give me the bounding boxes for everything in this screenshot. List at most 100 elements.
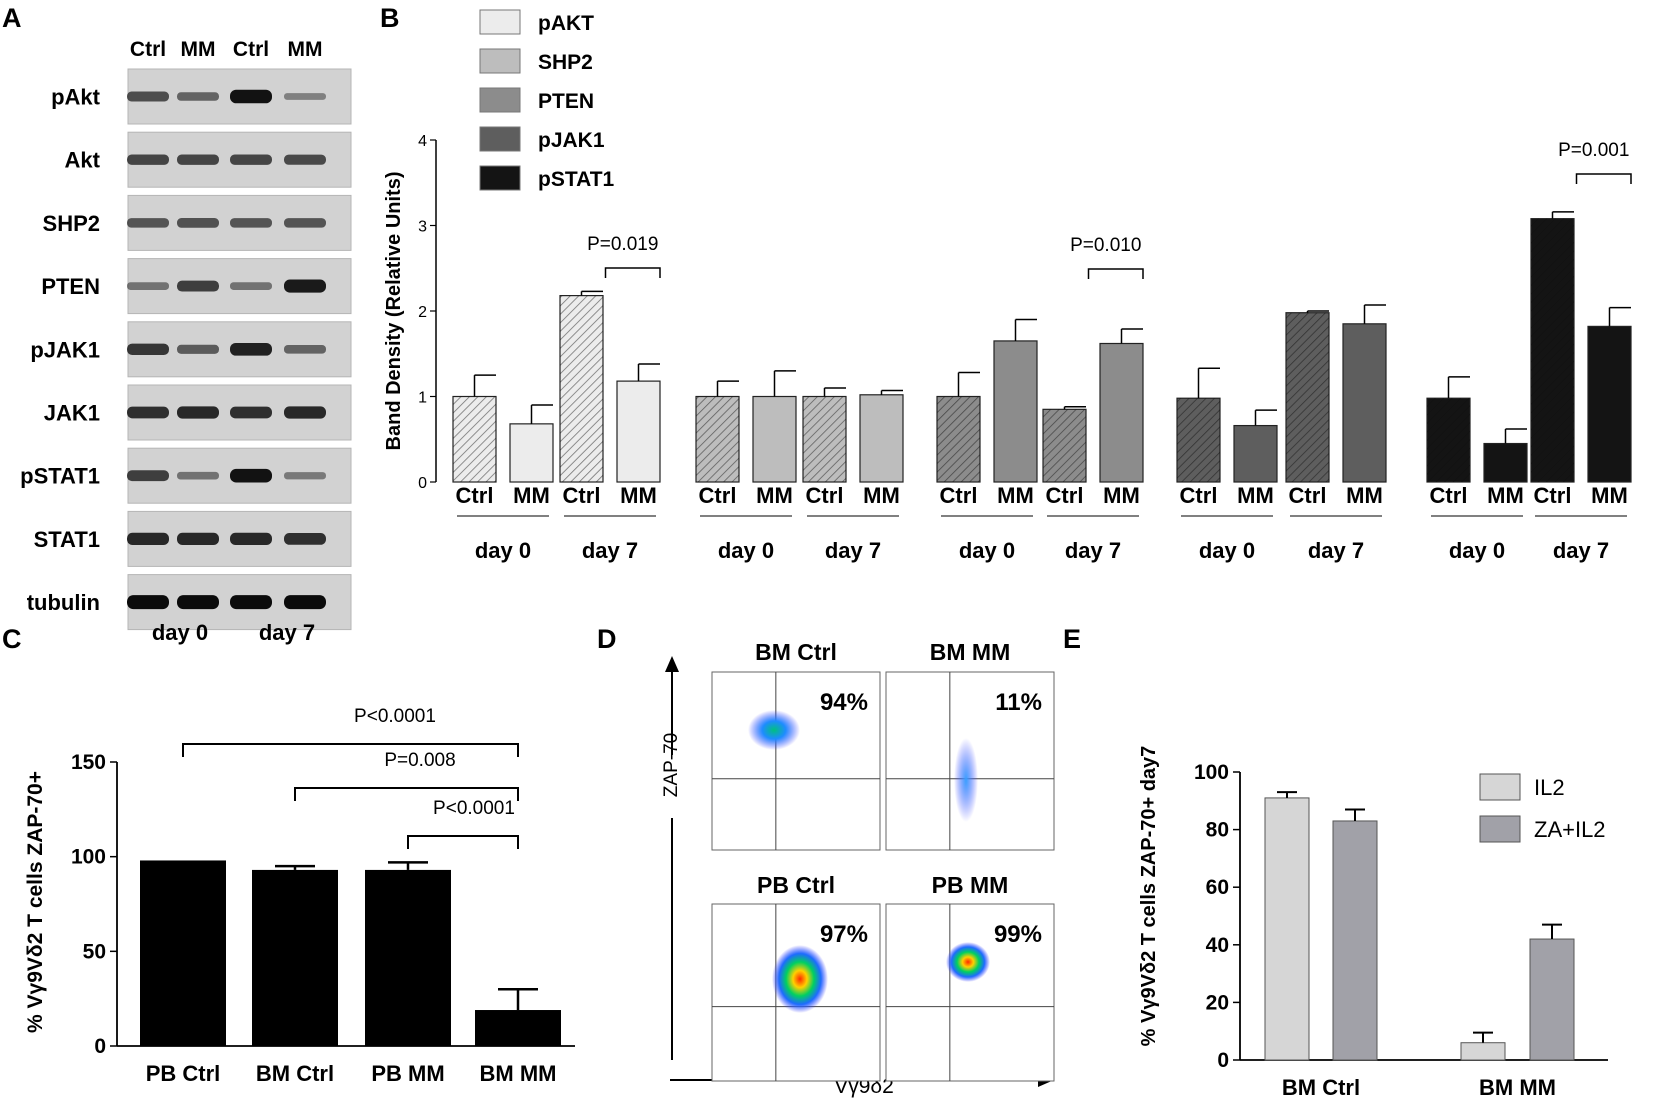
blot-band <box>177 471 219 480</box>
significance-bracket <box>407 835 519 849</box>
lane-label: MM <box>181 38 216 61</box>
gate-percentage: 11% <box>995 689 1042 716</box>
bar-label: Ctrl <box>1430 483 1468 508</box>
blot-band <box>230 468 272 483</box>
y-tick-label: 0 <box>418 475 427 492</box>
blot-band <box>127 470 169 482</box>
bar-label: Ctrl <box>1046 483 1084 508</box>
blot-band <box>127 218 169 228</box>
blot-band <box>127 154 169 165</box>
bar <box>140 860 226 1046</box>
legend-swatch <box>479 126 521 152</box>
legend-swatch <box>1479 815 1521 843</box>
bar-label: MM <box>513 483 550 508</box>
bar-hatch <box>1427 398 1470 482</box>
blot-band <box>284 154 326 165</box>
blot-band <box>284 279 326 293</box>
legend-swatch <box>479 165 521 191</box>
bar-label: MM <box>1237 483 1274 508</box>
y-tick-label: 4 <box>418 133 427 150</box>
blot-band <box>177 154 219 165</box>
bar-label: MM <box>1591 483 1628 508</box>
blot-band <box>177 280 219 292</box>
significance-bracket <box>294 787 519 801</box>
flow-plot-frame <box>711 671 881 851</box>
blot-band <box>230 154 272 165</box>
y-tick-label: 40 <box>1206 934 1229 957</box>
blot-band <box>127 343 169 355</box>
bar-hatch <box>803 396 846 482</box>
blot-label: Akt <box>65 148 101 173</box>
bar-hatch <box>453 396 496 482</box>
flow-plot-title: BM Ctrl <box>755 639 837 665</box>
x-tick-label: PB Ctrl <box>146 1061 221 1086</box>
blot-band <box>284 595 326 610</box>
bar-label: MM <box>863 483 900 508</box>
bar-label: MM <box>1103 483 1140 508</box>
blot-band <box>177 595 219 610</box>
gate-percentage: 99% <box>994 921 1042 948</box>
y-tick-label: 3 <box>418 219 427 236</box>
blot-label: STAT1 <box>34 527 100 552</box>
bar-label: Ctrl <box>563 483 601 508</box>
blot-band <box>284 406 326 419</box>
cell-population <box>954 738 978 822</box>
blot-band <box>230 406 272 419</box>
legend-label: ZA+IL2 <box>1534 817 1606 842</box>
y-tick-label: 100 <box>1194 761 1229 784</box>
flow-plot-title: BM MM <box>930 639 1010 665</box>
bar-label: MM <box>756 483 793 508</box>
blot-label: JAK1 <box>44 401 100 426</box>
panel-letter-b: B <box>380 3 400 33</box>
y-tick-label: 0 <box>94 1035 106 1058</box>
y-axis-label: % Vγ9Vδ2 T cells ZAP-70+ day7 <box>1138 746 1160 1047</box>
bar-label: MM <box>1346 483 1383 508</box>
y-tick-label: 0 <box>1217 1049 1229 1072</box>
bar-hatch <box>1531 218 1574 482</box>
bar-hatch <box>1043 409 1086 482</box>
legend-swatch <box>479 87 521 113</box>
panel-letter-c: C <box>2 624 22 654</box>
bar-hatch <box>696 396 739 482</box>
blot-label: tubulin <box>27 590 100 615</box>
bar <box>1529 938 1575 1061</box>
day-label: day 0 <box>1449 538 1505 563</box>
day-label: day 7 <box>582 538 638 563</box>
blot-band <box>284 93 326 100</box>
blot-label: pJAK1 <box>30 337 100 362</box>
bar <box>1342 323 1387 483</box>
p-value-label: P<0.0001 <box>354 706 436 727</box>
y-tick-label: 1 <box>418 390 427 407</box>
day-label: day 7 <box>1308 538 1364 563</box>
day-label: day 0 <box>475 538 531 563</box>
blot-band <box>284 345 326 354</box>
significance-bracket <box>182 743 519 757</box>
western-blot-panel: Ctrl MM Ctrl MM pAkt Akt SHP2 PTEN pJAK1 JAK1 pSTA… <box>20 38 352 645</box>
p-value-label: P<0.0001 <box>433 798 515 819</box>
day-label: day 7 <box>259 620 315 645</box>
bar <box>993 340 1038 483</box>
x-tick-label: BM MM <box>1479 1075 1556 1100</box>
bar <box>1587 325 1632 483</box>
y-axis-label: % Vγ9Vδ2 T cells ZAP-70+ <box>24 771 47 1033</box>
blot-band <box>127 406 169 419</box>
bar <box>1460 1042 1506 1061</box>
x-tick-label: PB MM <box>371 1061 444 1086</box>
y-tick-label: 2 <box>418 304 427 321</box>
flow-plot-title: PB Ctrl <box>757 872 835 898</box>
bar-hatch <box>1177 398 1220 482</box>
bar-label: Ctrl <box>456 483 494 508</box>
blot-band <box>230 342 272 356</box>
x-tick-label: BM Ctrl <box>1282 1075 1360 1100</box>
p-value-label: P=0.010 <box>1070 235 1141 256</box>
bar <box>752 395 797 483</box>
day-label: day 7 <box>825 538 881 563</box>
bar-hatch <box>937 396 980 482</box>
blot-band <box>284 218 326 228</box>
legend-label: SHP2 <box>538 51 593 74</box>
blot-label: SHP2 <box>43 211 100 236</box>
legend-label: pSTAT1 <box>538 168 615 191</box>
bar <box>509 423 554 483</box>
flow-plot-frame <box>885 903 1055 1082</box>
